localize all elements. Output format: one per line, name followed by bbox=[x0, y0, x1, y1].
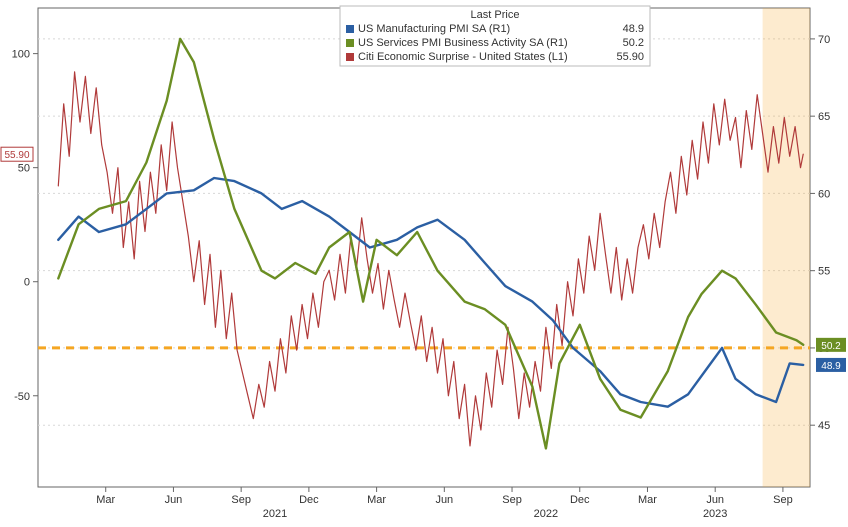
x-year-label: 2023 bbox=[703, 508, 727, 520]
x-tick-label: Jun bbox=[706, 494, 724, 506]
y-tick-label-right: 60 bbox=[818, 188, 830, 200]
legend-marker bbox=[346, 39, 354, 47]
y-tick-label-right: 70 bbox=[818, 34, 830, 46]
y-tick-label-left: 0 bbox=[24, 277, 30, 289]
badge-right-bot-text: 48.9 bbox=[821, 361, 841, 372]
highlight-band bbox=[763, 8, 810, 487]
y-tick-label-left: 50 bbox=[18, 163, 30, 175]
legend-marker bbox=[346, 25, 354, 33]
x-year-label: 2021 bbox=[263, 508, 287, 520]
y-tick-label-left: -50 bbox=[14, 391, 30, 403]
legend-title: Last Price bbox=[471, 9, 520, 21]
x-tick-label: Mar bbox=[638, 494, 657, 506]
x-tick-label: Dec bbox=[570, 494, 590, 506]
legend-label: US Manufacturing PMI SA (R1) bbox=[358, 23, 510, 35]
line-chart: -50050100455055606570MarJunSepDecMarJunS… bbox=[0, 0, 848, 527]
x-tick-label: Sep bbox=[231, 494, 251, 506]
x-year-label: 2022 bbox=[534, 508, 558, 520]
badge-right-top-text: 50.2 bbox=[821, 341, 841, 352]
x-tick-label: Jun bbox=[165, 494, 183, 506]
chart-bg bbox=[0, 0, 848, 527]
legend-marker bbox=[346, 53, 354, 61]
legend-value: 48.9 bbox=[623, 23, 644, 35]
y-tick-label-right: 65 bbox=[818, 111, 830, 123]
x-tick-label: Dec bbox=[299, 494, 319, 506]
y-tick-label-right: 55 bbox=[818, 266, 830, 278]
y-tick-label-right: 45 bbox=[818, 420, 830, 432]
chart-container: -50050100455055606570MarJunSepDecMarJunS… bbox=[0, 0, 848, 527]
legend-value: 55.90 bbox=[616, 51, 644, 63]
x-tick-label: Jun bbox=[435, 494, 453, 506]
y-tick-label-left: 100 bbox=[12, 49, 30, 61]
legend-label: Citi Economic Surprise - United States (… bbox=[358, 51, 568, 63]
badge-left-text: 55.90 bbox=[4, 150, 29, 161]
x-tick-label: Sep bbox=[502, 494, 522, 506]
legend: Last Price US Manufacturing PMI SA (R1) 48… bbox=[340, 6, 650, 66]
legend-label: US Services PMI Business Activity SA (R1… bbox=[358, 37, 568, 49]
x-tick-label: Mar bbox=[96, 494, 115, 506]
x-tick-label: Mar bbox=[367, 494, 386, 506]
x-tick-label: Sep bbox=[773, 494, 793, 506]
legend-value: 50.2 bbox=[623, 37, 644, 49]
